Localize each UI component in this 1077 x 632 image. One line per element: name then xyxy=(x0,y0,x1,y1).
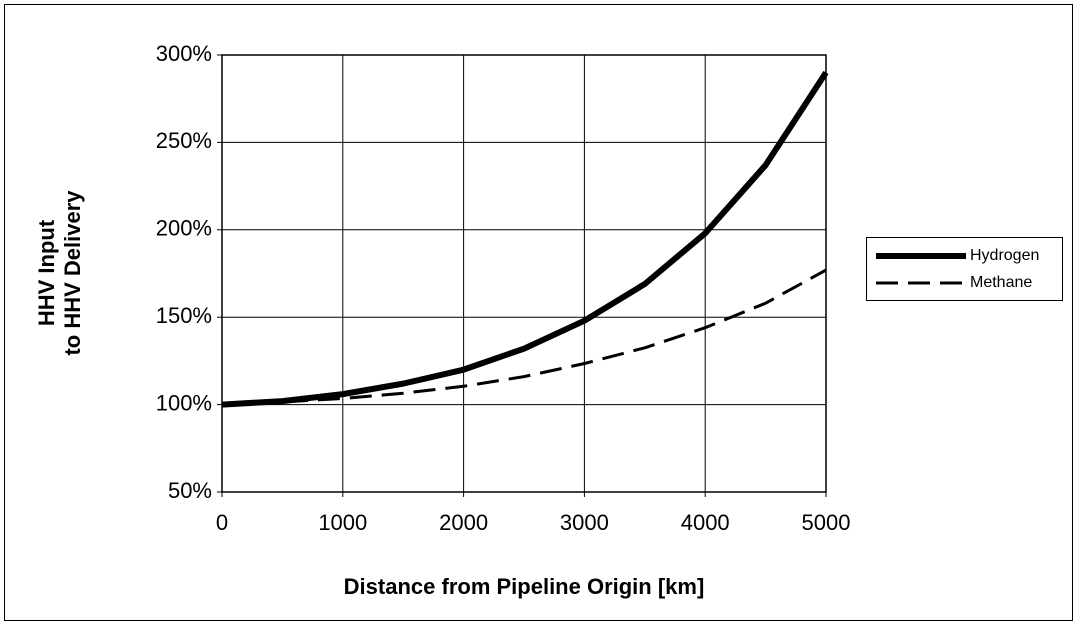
x-tick-label: 2000 xyxy=(439,510,488,535)
y-tick-label: 300% xyxy=(156,41,212,66)
y-tick-label: 150% xyxy=(156,303,212,328)
series-line xyxy=(221,70,829,408)
plot-border xyxy=(221,54,827,493)
y-tick-label: 50% xyxy=(168,478,212,503)
x-axis-title: Distance from Pipeline Origin [km] xyxy=(344,574,705,599)
x-tick-label: 0 xyxy=(216,510,228,535)
x-tick-label: 1000 xyxy=(318,510,367,535)
series-line xyxy=(221,268,827,407)
legend-label: Hydrogen xyxy=(970,247,1039,264)
y-tick-label: 250% xyxy=(156,128,212,153)
y-axis-title-line: to HHV Delivery xyxy=(60,190,85,356)
legend-label: Methane xyxy=(970,274,1032,291)
x-tick-label: 5000 xyxy=(802,510,851,535)
legend xyxy=(866,237,1063,301)
y-axis-title: HHV Input to HHV Delivery xyxy=(34,190,85,356)
y-tick-label: 100% xyxy=(156,390,212,415)
y-axis-title-line: HHV Input xyxy=(34,219,59,326)
x-tick-label: 4000 xyxy=(681,510,730,535)
y-tick-label: 200% xyxy=(156,216,212,241)
x-tick-label: 3000 xyxy=(560,510,609,535)
frame xyxy=(4,4,1073,621)
